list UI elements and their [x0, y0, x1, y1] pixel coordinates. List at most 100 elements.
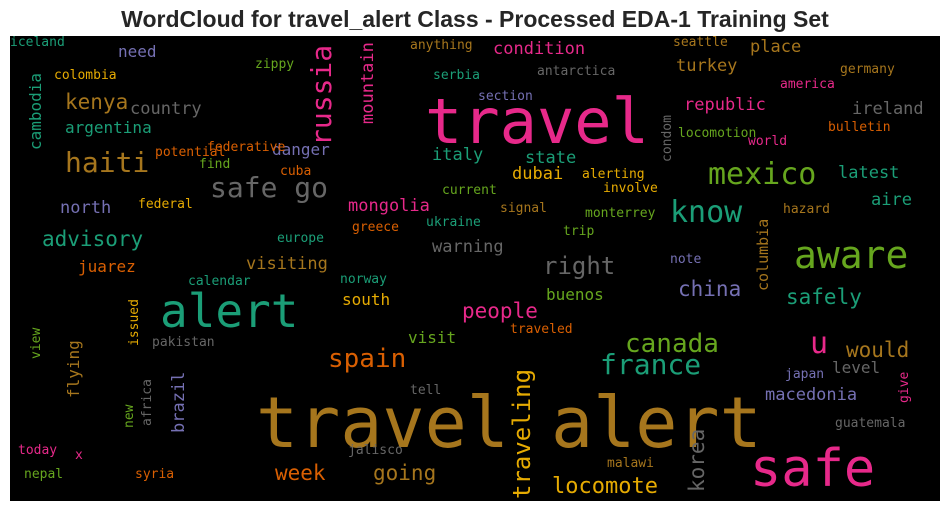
word-alert: alert: [160, 284, 299, 338]
word-people: people: [462, 299, 538, 323]
word-locomotion: locomotion: [678, 126, 757, 141]
word-guatemala: guatemala: [835, 416, 906, 431]
word-korea: korea: [685, 428, 709, 492]
word-cloud: travel alert travel alert safe aware mexico kn…: [10, 36, 940, 501]
word-turkey: turkey: [676, 56, 738, 76]
word-trip: trip: [563, 224, 595, 239]
word-buenos: buenos: [546, 285, 604, 304]
word-visit: visit: [408, 328, 457, 347]
word-calendar: calendar: [188, 274, 251, 289]
word-safe-go: safe go: [210, 171, 329, 204]
word-need: need: [118, 42, 157, 61]
word-japan: japan: [785, 367, 825, 382]
word-state: state: [525, 148, 577, 168]
word-federal: federal: [138, 197, 193, 212]
word-u: u: [810, 326, 829, 361]
word-canada: canada: [625, 329, 719, 359]
word-cambodia: cambodia: [26, 72, 45, 150]
word-locomote: locomote: [552, 474, 658, 499]
word-colombia: colombia: [54, 68, 117, 83]
word-note: note: [670, 252, 702, 267]
word-level: level: [832, 358, 881, 377]
word-traveling: traveling: [508, 368, 536, 499]
word-nepal: nepal: [24, 467, 64, 482]
word-travel: travel: [425, 85, 649, 158]
word-aware: aware: [794, 233, 909, 277]
word-place: place: [750, 37, 802, 57]
word-country: country: [130, 99, 202, 119]
word-aire: aire: [871, 190, 912, 210]
word-columbia: columbia: [754, 218, 772, 291]
word-seattle: seattle: [673, 36, 728, 50]
word-give: give: [897, 371, 912, 403]
word-tell: tell: [410, 383, 442, 398]
word-x: x: [75, 448, 83, 463]
word-italy: italy: [432, 145, 484, 165]
word-argentina: argentina: [65, 118, 152, 137]
word-cuba: cuba: [280, 164, 312, 179]
word-norway: norway: [340, 272, 387, 287]
word-iceland: iceland: [10, 36, 65, 50]
word-syria: syria: [135, 467, 175, 482]
word-current: current: [442, 183, 497, 198]
word-juarez: juarez: [78, 257, 136, 276]
word-antarctica: antarctica: [537, 64, 616, 79]
word-zippy: zippy: [255, 57, 295, 72]
word-would: would: [846, 338, 910, 362]
word-week: week: [275, 461, 326, 485]
word-jalisco: jalisco: [348, 443, 403, 458]
word-condom: condom: [660, 115, 675, 162]
word-view: view: [29, 327, 44, 359]
word-republic: republic: [684, 95, 766, 115]
word-africa: africa: [140, 379, 155, 426]
word-greece: greece: [352, 220, 399, 235]
word-mongolia: mongolia: [348, 196, 430, 216]
word-visiting: visiting: [246, 254, 328, 274]
word-flying: flying: [64, 340, 83, 398]
word-germany: germany: [840, 62, 895, 77]
word-france: france: [600, 348, 702, 381]
word-find: find: [199, 157, 231, 172]
word-federative: federative: [207, 140, 286, 155]
word-warning: warning: [432, 237, 504, 257]
word-potential: potential: [155, 145, 226, 160]
word-hazard: hazard: [783, 202, 830, 217]
word-alerting: alerting: [582, 167, 645, 182]
word-mexico: mexico: [708, 157, 817, 192]
word-right: right: [543, 252, 616, 280]
word-europe: europe: [277, 231, 324, 246]
word-latest: latest: [838, 163, 900, 183]
word-involve: involve: [603, 181, 658, 196]
word-malawi: malawi: [607, 456, 654, 471]
word-north: north: [60, 198, 112, 218]
word-haiti: haiti: [65, 146, 150, 179]
word-spain: spain: [328, 344, 407, 374]
word-new: new: [122, 404, 137, 428]
word-mountain: mountain: [358, 42, 378, 124]
word-kenya: kenya: [65, 90, 129, 114]
word-safe: safe: [750, 439, 876, 499]
word-world: world: [748, 134, 788, 149]
word-china: china: [678, 277, 742, 301]
word-brazil: brazil: [169, 371, 189, 433]
word-serbia: serbia: [433, 68, 480, 83]
word-section: section: [478, 89, 533, 104]
word-monterrey: monterrey: [585, 206, 656, 221]
word-signal: signal: [500, 201, 547, 216]
word-safely: safely: [786, 285, 862, 309]
word-macedonia: macedonia: [765, 385, 858, 405]
chart-title: WordCloud for travel_alert Class - Proce…: [121, 6, 829, 32]
word-going: going: [373, 461, 437, 485]
word-advisory: advisory: [42, 227, 144, 251]
word-russia: russia: [305, 44, 338, 146]
word-travel-alert: travel alert: [256, 382, 762, 464]
word-traveled: traveled: [510, 322, 573, 337]
word-dubai: dubai: [512, 164, 564, 184]
word-danger: danger: [272, 140, 330, 159]
word-america: america: [780, 77, 835, 92]
word-issued: issued: [127, 299, 142, 346]
word-ireland: ireland: [852, 99, 924, 119]
word-ukraine: ukraine: [426, 215, 481, 230]
word-today: today: [18, 443, 58, 458]
word-condition: condition: [493, 39, 586, 59]
